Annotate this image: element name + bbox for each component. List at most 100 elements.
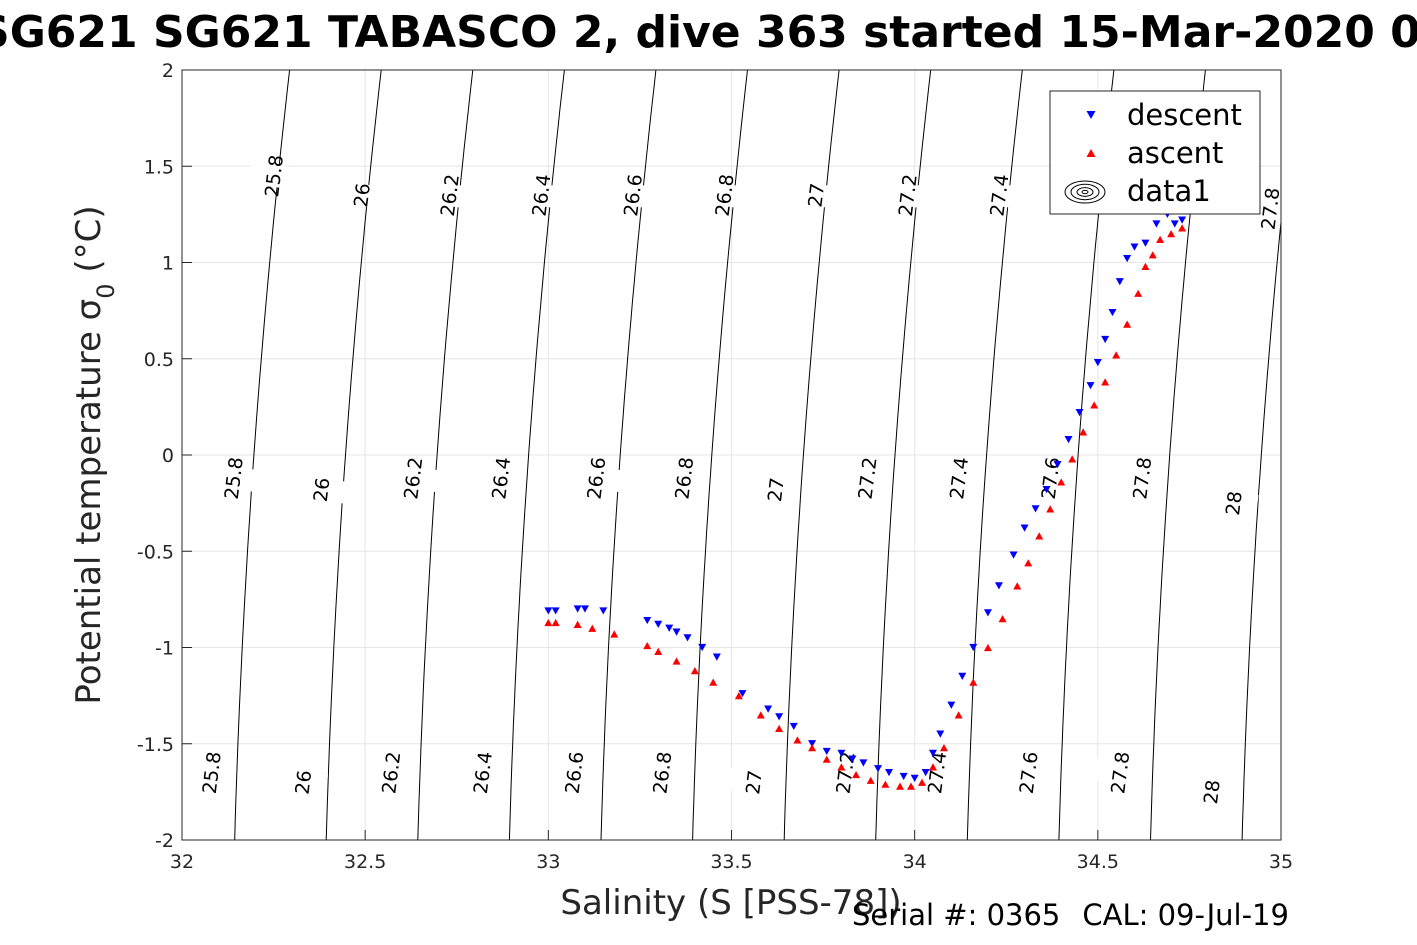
descent-point — [775, 713, 784, 721]
descent-point — [994, 582, 1003, 590]
contour-label-bg — [933, 464, 984, 492]
descent-point — [1020, 524, 1029, 532]
contour-label: 28 — [1200, 779, 1225, 806]
descent-point — [1101, 335, 1110, 344]
contour-label: 26 — [350, 182, 375, 209]
contour-label-bg — [1003, 758, 1054, 787]
ascent-point — [1101, 378, 1110, 386]
descent-point — [1115, 278, 1124, 286]
ascent-point — [672, 657, 681, 665]
contour-label-bg — [570, 464, 622, 492]
descent-point — [1170, 220, 1179, 228]
contour-label: 26 — [310, 476, 335, 503]
contour-label: 27.4 — [946, 456, 973, 501]
contour-label: 26.2 — [378, 750, 405, 795]
contour-label: 27.8 — [1258, 186, 1285, 231]
descent-point — [1086, 382, 1095, 390]
ascent-point — [1035, 532, 1044, 540]
contour-label-bg — [365, 758, 416, 787]
ascent-point — [588, 624, 597, 632]
legend-label-ascent: ascent — [1127, 136, 1223, 170]
descent-point — [936, 730, 945, 738]
ascent-point — [1156, 235, 1165, 243]
contour-label-bg — [248, 162, 299, 190]
contour-label-bg — [973, 181, 1025, 209]
ascent-point — [756, 711, 765, 719]
descent-point — [1064, 436, 1073, 444]
contour-label-bg — [1116, 464, 1167, 492]
contour-label: 27.4 — [986, 173, 1013, 218]
ascent-point — [969, 678, 978, 686]
y-tick-label: 2 — [162, 60, 174, 82]
descent-point — [599, 607, 608, 615]
calibration-date: CAL: 09-Jul-19 — [1082, 898, 1289, 932]
ascent-point — [822, 755, 831, 763]
serial-number: Serial #: 0365 — [852, 898, 1061, 932]
y-axis-label: Potential temperature σ0 (°C) — [69, 205, 120, 704]
ascent-point — [709, 678, 718, 686]
contour-label-bg — [636, 758, 688, 787]
x-axis-label: Salinity (S [PSS-78]) — [560, 883, 901, 923]
footer: Serial #: 0365 CAL: 09-Jul-19 — [852, 898, 1311, 932]
contour-label-bg — [387, 464, 438, 492]
descent-point — [1009, 551, 1018, 559]
ascent-point — [837, 763, 846, 771]
ascent-point — [1090, 401, 1099, 409]
ascent-point — [808, 744, 817, 752]
series-ascent — [544, 224, 1187, 790]
contour-label: 28 — [1222, 490, 1247, 517]
contour-label-bg — [186, 758, 237, 787]
data-series — [544, 210, 1187, 790]
descent-point — [1152, 220, 1161, 228]
descent-point — [1042, 486, 1051, 494]
contour-label-bg — [882, 181, 933, 209]
ascent-point — [1046, 505, 1055, 513]
contour-label-bg — [277, 768, 329, 797]
x-tick-label: 32 — [170, 851, 194, 873]
descent-point — [983, 609, 992, 617]
ascent-point — [551, 618, 560, 627]
contour-label: 26.8 — [649, 750, 676, 795]
legend: descent ascent data1 — [1049, 90, 1261, 215]
ascent-point — [544, 618, 553, 627]
ascent-point — [643, 641, 652, 650]
descent-point — [910, 774, 919, 782]
chart-title: SG621 SG621 TABASCO 2, dive 363 started … — [0, 8, 1417, 58]
descent-point — [580, 605, 589, 613]
ascent-point — [896, 782, 905, 790]
contour-label: 26.8 — [712, 173, 739, 218]
descent-point — [859, 759, 868, 767]
contour-label-bg — [750, 475, 801, 504]
contour-label: 25.8 — [261, 154, 288, 199]
contour-label-bg — [296, 475, 347, 504]
descent-point — [1075, 409, 1084, 417]
contour-label-bg — [548, 758, 600, 787]
contour-label: 27.8 — [1129, 456, 1156, 501]
ascent-point — [939, 744, 948, 752]
y-tick-label: -1 — [155, 638, 174, 660]
ascent-point — [1024, 559, 1033, 567]
contour-label-bg — [607, 181, 658, 209]
descent-point — [1108, 308, 1117, 317]
density-contour — [1334, 70, 1389, 840]
descent-point — [1123, 255, 1132, 263]
ascent-point — [998, 615, 1007, 623]
descent-point — [764, 705, 773, 713]
y-tick-label: 0 — [162, 445, 174, 467]
legend-contour-icon — [1081, 189, 1089, 195]
y-tick-label: 1 — [162, 253, 174, 275]
contour-label-bg — [457, 758, 508, 787]
y-axis-label-unit: (°C) — [69, 205, 109, 283]
ascent-point — [954, 711, 963, 719]
contour-label: 25.8 — [221, 456, 248, 501]
ascent-point — [1013, 582, 1022, 590]
contour-label: 26.6 — [583, 456, 610, 501]
y-axis-label-wrap: Potential temperature σ0 (°C) — [69, 205, 120, 704]
ascent-point — [1178, 224, 1187, 232]
legend-contour-icon — [1064, 180, 1106, 204]
ascent-point — [654, 647, 663, 655]
legend-contour-icon — [1076, 187, 1094, 197]
contour-label-bg — [1186, 778, 1237, 806]
descent-point — [738, 690, 747, 698]
